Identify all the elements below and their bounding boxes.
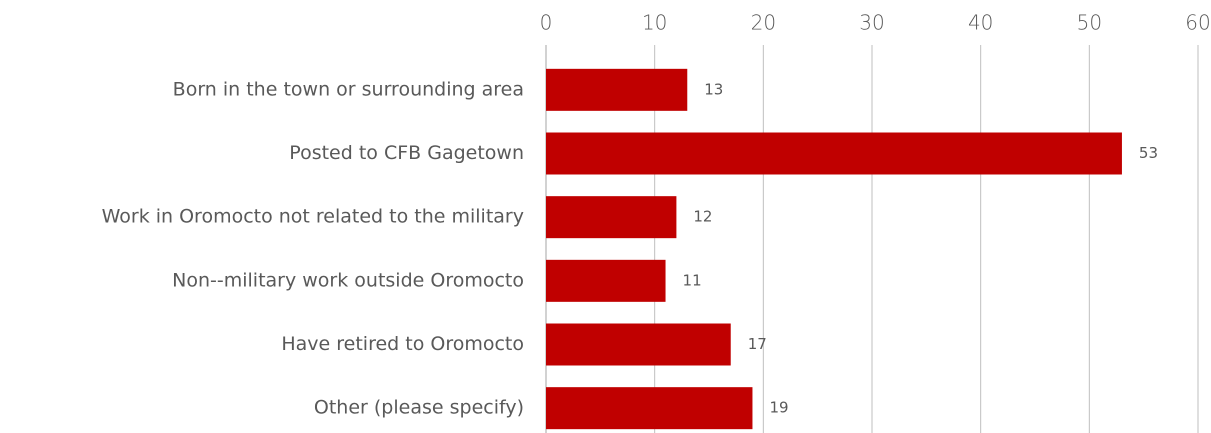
y-tick-label: Born in the town or surrounding area	[173, 78, 524, 100]
y-tick-label: Posted to CFB Gagetown	[289, 142, 524, 164]
value-label: 13	[704, 80, 723, 98]
x-tick-label: 20	[751, 11, 776, 35]
value-label: 19	[769, 399, 788, 417]
value-label: 17	[748, 335, 767, 353]
x-tick-label: 0	[540, 11, 553, 35]
value-label: 53	[1139, 144, 1158, 162]
y-tick-label: Have retired to Oromocto	[281, 333, 524, 355]
y-tick-label: Other (please specify)	[314, 397, 524, 419]
value-label: 11	[683, 271, 702, 289]
bar	[546, 132, 1122, 175]
x-tick-label: 40	[968, 11, 993, 35]
y-tick-label: Non--military work outside Oromocto	[172, 269, 524, 291]
bar	[546, 323, 731, 366]
bar	[546, 259, 666, 302]
x-tick-label: 60	[1185, 11, 1210, 35]
bar	[546, 68, 688, 111]
x-tick-label: 30	[859, 11, 884, 35]
bar	[546, 196, 677, 239]
value-label: 12	[693, 208, 712, 226]
x-tick-label: 50	[1077, 11, 1102, 35]
x-tick-label: 10	[642, 11, 667, 35]
y-tick-label: Work in Oromocto not related to the mili…	[102, 206, 524, 228]
bar	[546, 387, 753, 430]
